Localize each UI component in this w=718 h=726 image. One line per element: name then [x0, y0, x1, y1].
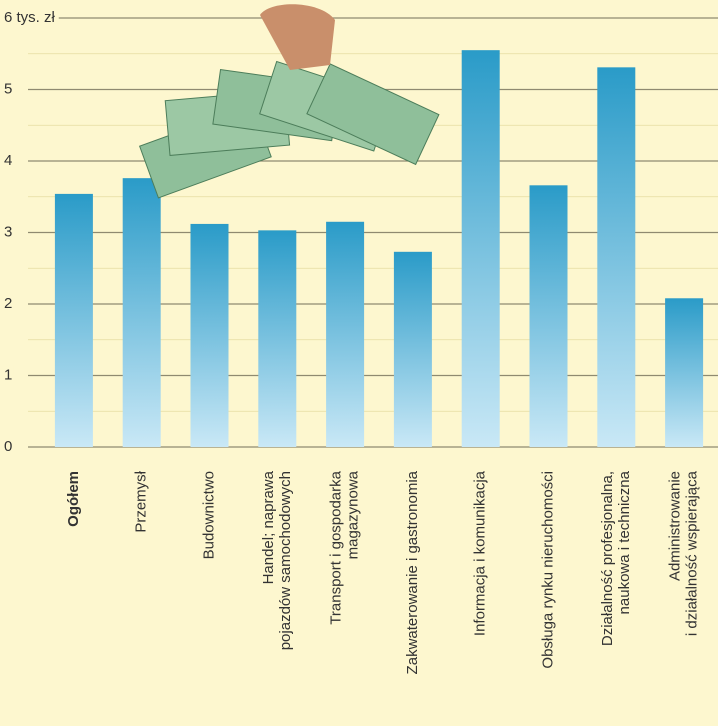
y-tick-label: 1	[4, 366, 12, 383]
x-tick-label: Informacja i komunikacja	[472, 470, 489, 636]
x-tick-label: Obsługa rynku nieruchomości	[539, 471, 556, 669]
y-tick-label: 0	[4, 438, 12, 455]
bar	[394, 252, 432, 447]
y-tick-label: 6 tys. zł	[4, 9, 56, 26]
chart: 0 1 2 3 4 5 6 tys. zł Ogółem Przemysł Budownictwo…	[0, 0, 718, 726]
bar	[530, 185, 568, 447]
x-tick-label: Handel; naprawapojazdów samochodowych	[260, 470, 294, 650]
x-tick-label: Budownictwo	[200, 471, 217, 559]
bar	[191, 224, 229, 447]
x-tick-label: Zakwaterowanie i gastronomia	[404, 470, 421, 674]
bar	[123, 178, 161, 447]
money-illustration	[140, 4, 439, 198]
x-tick-label: Działalność profesjonalna,naukowa i tech…	[599, 470, 633, 646]
bar	[55, 194, 93, 447]
bar	[462, 50, 500, 447]
y-tick-label: 3	[4, 223, 12, 240]
x-tick-label: Przemysł	[133, 470, 150, 532]
bar	[665, 298, 703, 447]
y-tick-label: 4	[4, 152, 12, 169]
x-tick-label: Transport i gospodarkamagazynowa	[328, 470, 362, 624]
y-tick-label: 5	[4, 80, 12, 97]
y-tick-label: 2	[4, 295, 12, 312]
bar	[258, 230, 296, 447]
bar	[326, 222, 364, 447]
bar	[597, 67, 635, 447]
x-tick-label: Administrowaniei działalność wspierająca	[667, 470, 701, 636]
x-tick-label: Ogółem	[65, 471, 82, 527]
